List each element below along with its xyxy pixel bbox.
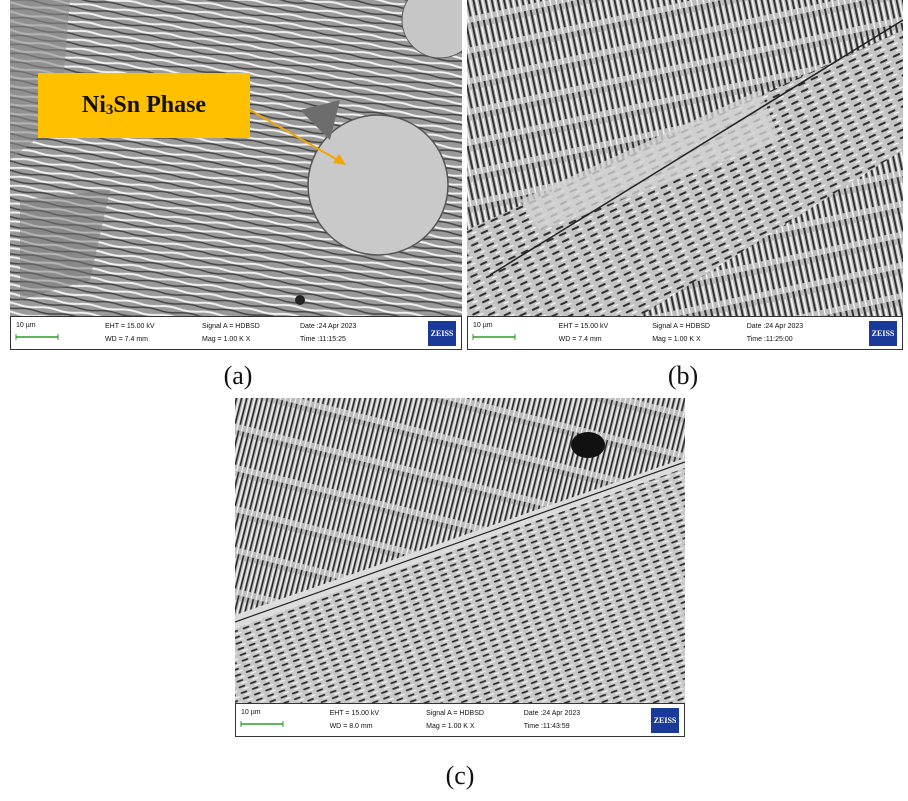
annotation-label: Ni3Sn Phase bbox=[82, 92, 207, 119]
scale-label: 10 µm bbox=[241, 709, 261, 716]
info-wd: WD = 7.4 mm bbox=[559, 336, 602, 343]
info-date: Date :24 Apr 2023 bbox=[747, 323, 804, 330]
panel-caption: (b) bbox=[668, 361, 698, 390]
info-date: Date :24 Apr 2023 bbox=[524, 710, 581, 717]
micrograph-c bbox=[235, 398, 685, 703]
annotation-suffix: Sn Phase bbox=[113, 92, 206, 118]
figure: Ni3Sn Phase 10 µm EHT = 15.00 kV WD = 7.4 … bbox=[0, 0, 908, 801]
zeiss-logo: ZEISS bbox=[872, 329, 895, 338]
panel-caption: (a) bbox=[224, 361, 253, 390]
annotation-subscript: 3 bbox=[106, 102, 114, 118]
scale-label: 10 µm bbox=[16, 322, 36, 329]
info-signal: Signal A = HDBSD bbox=[426, 710, 484, 717]
info-date: Date :24 Apr 2023 bbox=[300, 323, 357, 330]
zeiss-logo: ZEISS bbox=[654, 716, 677, 725]
info-signal: Signal A = HDBSD bbox=[202, 323, 260, 330]
micrograph-a bbox=[10, 0, 478, 316]
micrograph-b bbox=[467, 0, 903, 316]
info-bar bbox=[236, 704, 685, 737]
panel-caption: (c) bbox=[446, 761, 475, 790]
info-eht: EHT = 15.00 kV bbox=[559, 323, 609, 330]
info-time: Time :11:43:59 bbox=[524, 723, 570, 730]
info-signal: Signal A = HDBSD bbox=[652, 323, 710, 330]
info-bar bbox=[468, 317, 903, 350]
info-wd: WD = 7.4 mm bbox=[105, 336, 148, 343]
info-eht: EHT = 15.00 kV bbox=[105, 323, 155, 330]
zeiss-logo: ZEISS bbox=[431, 329, 454, 338]
info-mag: Mag = 1.00 K X bbox=[652, 336, 701, 343]
annotation-prefix: Ni bbox=[82, 92, 106, 118]
info-time: Time :11:15:25 bbox=[300, 336, 346, 343]
info-mag: Mag = 1.00 K X bbox=[202, 336, 251, 343]
info-mag: Mag = 1.00 K X bbox=[426, 723, 475, 730]
info-bar bbox=[11, 317, 462, 350]
scale-label: 10 µm bbox=[473, 322, 493, 329]
info-eht: EHT = 15.00 kV bbox=[330, 710, 380, 717]
info-wd: WD = 8.0 mm bbox=[330, 723, 373, 730]
info-time: Time :11:25:00 bbox=[747, 336, 793, 343]
